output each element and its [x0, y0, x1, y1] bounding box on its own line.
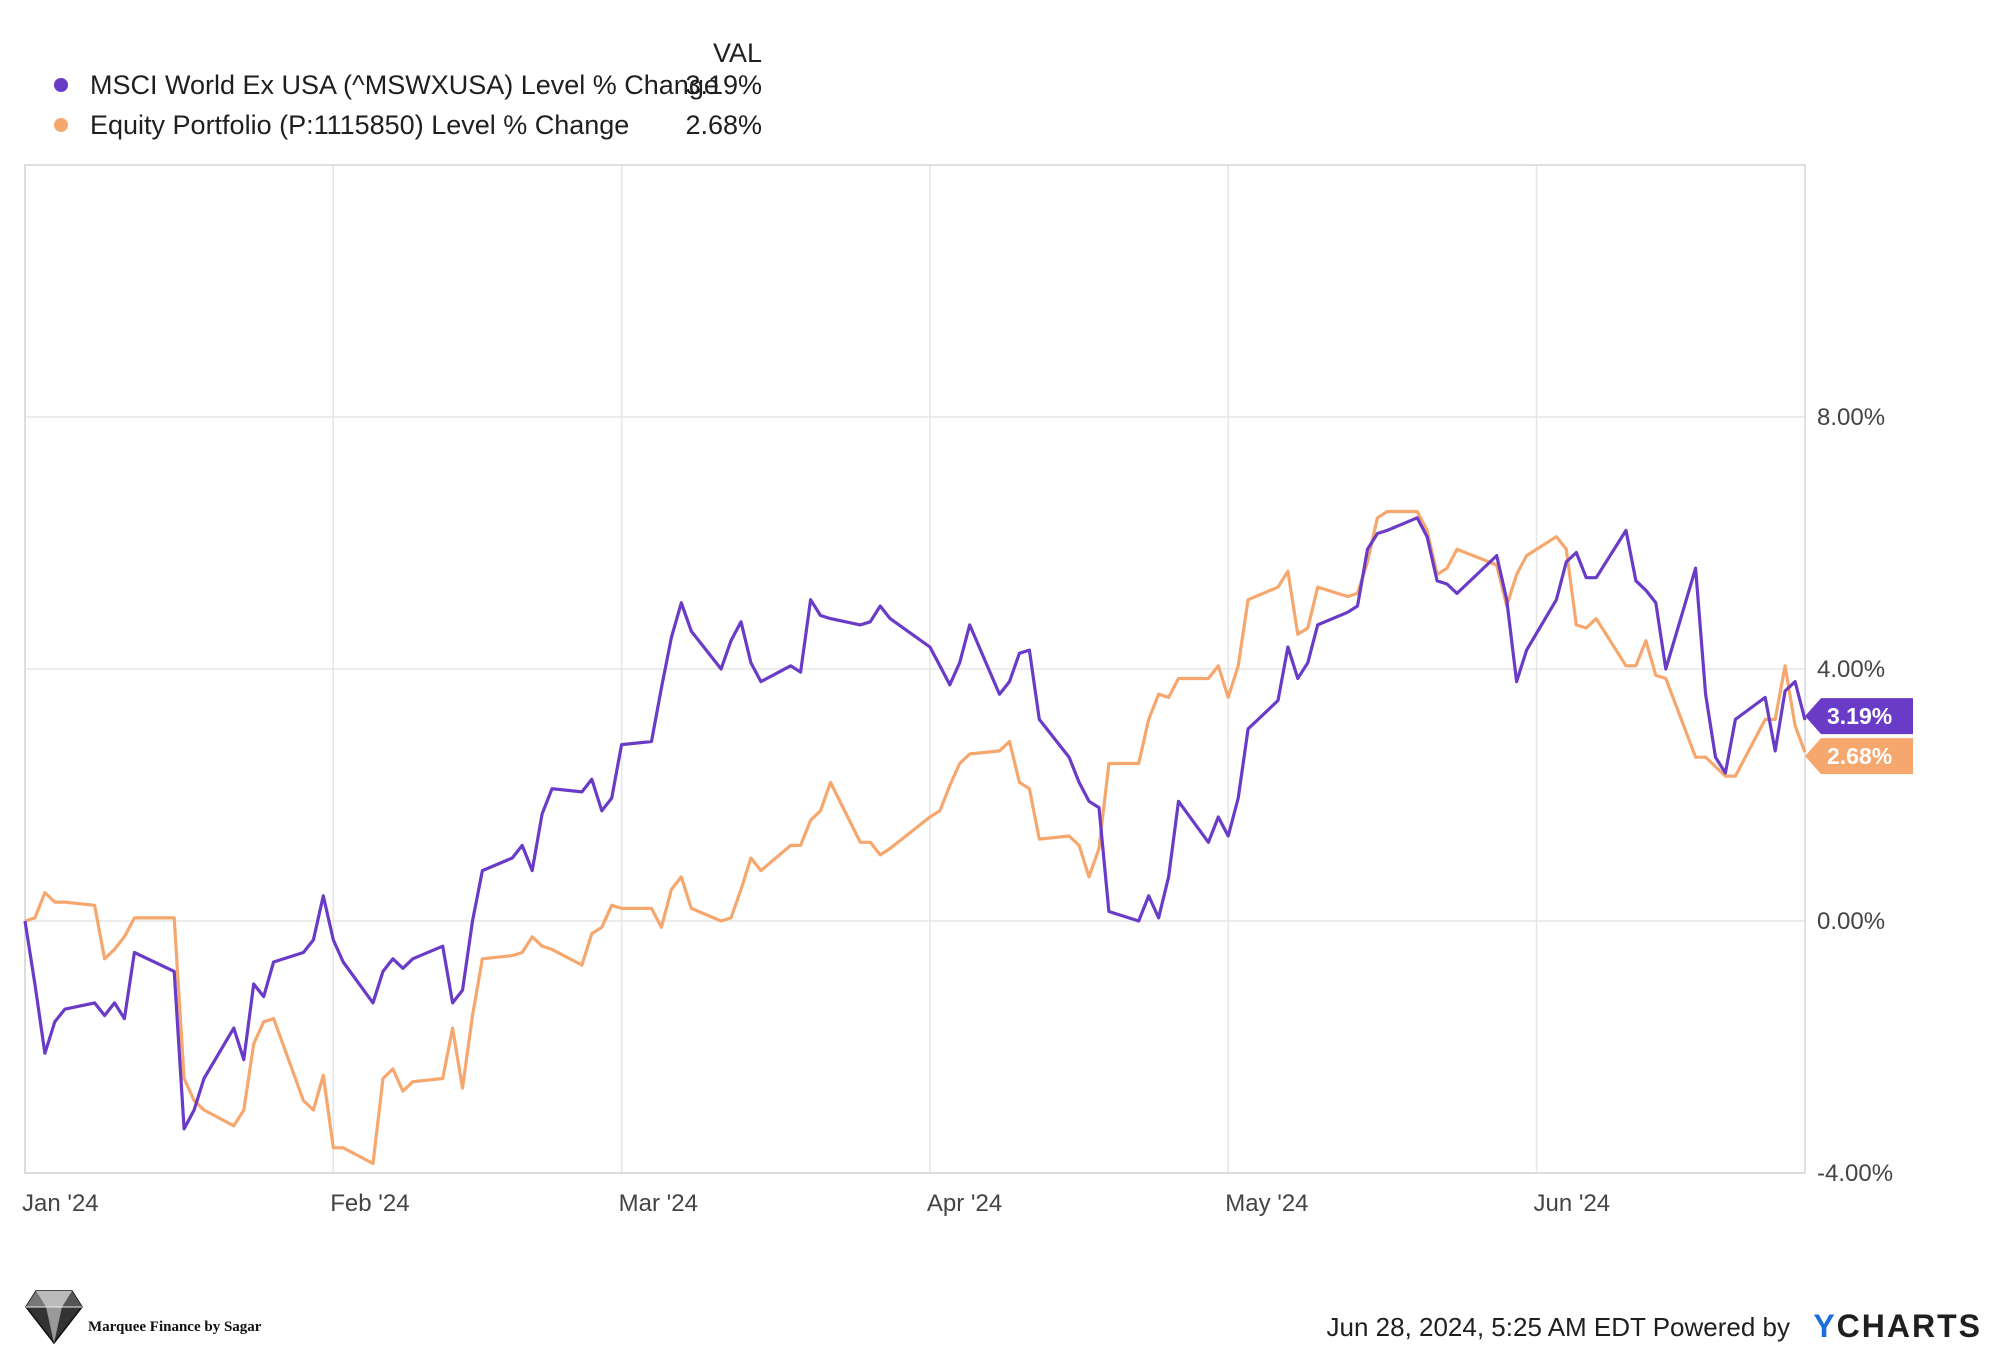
last-value-badge-2 — [1805, 738, 1913, 775]
watermark-text: Marquee Finance by Sagar — [88, 1318, 262, 1335]
legend-series-name-2: Equity Portfolio (P:1115850) Level % Cha… — [90, 110, 629, 140]
series-line-1 — [23, 516, 1807, 1131]
legend-series-name-1: MSCI World Ex USA (^MSWXUSA) Level % Cha… — [90, 70, 719, 100]
last-value-badge-1 — [1805, 698, 1913, 735]
ycharts-logo-y: Y — [1813, 1308, 1837, 1344]
last-value-label-2: 2.68% — [1827, 743, 1892, 769]
y-tick-label: 0.00% — [1817, 908, 1885, 935]
ycharts-logo-rest: CHARTS — [1836, 1308, 1982, 1344]
last-value-badges: 3.19% 2.68% — [1805, 698, 1913, 775]
grid — [24, 165, 1805, 1174]
y-axis: 8.00% 4.00% 0.00% -4.00% — [1817, 404, 1893, 1187]
legend-marker-2 — [54, 118, 68, 132]
last-value-label-1: 3.19% — [1827, 703, 1892, 729]
x-tick-label: Feb '24 — [330, 1190, 409, 1217]
x-tick-label: Mar '24 — [619, 1190, 698, 1217]
ycharts-logo: YCHARTS — [1813, 1308, 1982, 1345]
x-tick-label: Jun '24 — [1534, 1190, 1611, 1217]
watermark: Marquee Finance by Sagar — [24, 1287, 261, 1345]
powered-by-text: Powered by — [1652, 1312, 1790, 1342]
timestamp-text: Jun 28, 2024, 5:25 AM EDT — [1326, 1312, 1646, 1342]
x-axis: Jan '24 Feb '24 Mar '24 Apr '24 May '24 Jun '… — [22, 1190, 1610, 1217]
series-layer — [23, 509, 1807, 1166]
diamond-icon — [25, 1290, 83, 1345]
y-tick-label: 8.00% — [1817, 404, 1885, 431]
plot-border — [24, 164, 1806, 1174]
y-tick-label: 4.00% — [1817, 656, 1885, 683]
y-tick-label: -4.00% — [1817, 1160, 1893, 1187]
x-tick-label: Jan '24 — [22, 1190, 99, 1217]
series-line-2 — [24, 509, 1807, 1166]
x-tick-label: May '24 — [1225, 1190, 1308, 1217]
legend-header: VAL — [713, 38, 762, 68]
footer-timestamp: Jun 28, 2024, 5:25 AM EDT Powered by — [1327, 1312, 1791, 1343]
legend-series-value-1: 3.19% — [685, 70, 762, 100]
legend-marker-1 — [54, 78, 68, 92]
legend-series-value-2: 2.68% — [685, 110, 762, 140]
x-tick-label: Apr '24 — [927, 1190, 1002, 1217]
